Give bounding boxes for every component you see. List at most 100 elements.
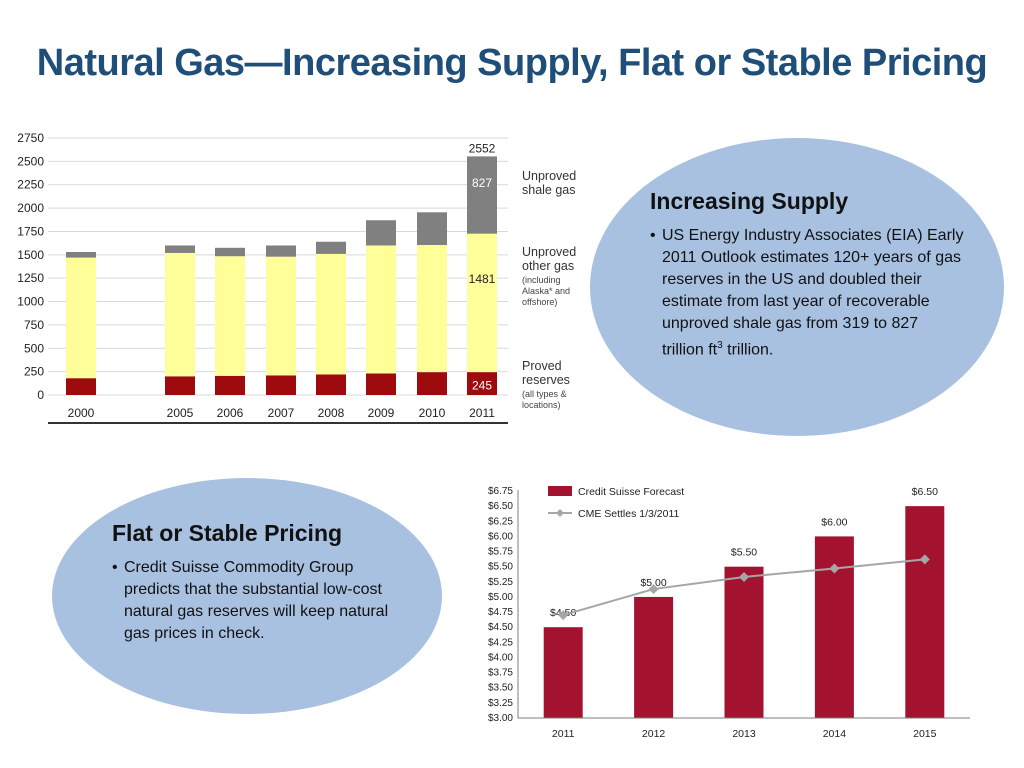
- reserves-y-tick-label: 1500: [17, 248, 44, 262]
- proved-reserves-bar: [316, 374, 346, 395]
- price-chart: $3.00 $3.25 $3.50 $3.75 $4.00 $4.25 $4.50 $4.75…: [488, 486, 970, 740]
- forecast-value-label: $6.00: [821, 516, 847, 528]
- reserves-y-tick-label: 250: [24, 365, 44, 379]
- reserves-legend-note: offshore): [522, 297, 557, 307]
- reserves-legend-label: other gas: [522, 259, 574, 273]
- reserves-y-tick-label: 2250: [17, 178, 44, 192]
- cme-settles-point: [739, 571, 749, 582]
- price-x-tick-label: 2013: [732, 728, 756, 740]
- price-y-tick-label: $5.50: [488, 562, 513, 573]
- reserves-x-tick-label: 2005: [167, 406, 194, 420]
- price-y-tick-label: $4.00: [488, 652, 513, 663]
- reserves-total-label: 2552: [469, 141, 496, 155]
- proved-reserves-bar: [165, 376, 195, 395]
- increasing-supply-heading: Increasing Supply: [650, 188, 849, 214]
- bullet-dot-icon: •: [650, 227, 656, 244]
- increasing-supply-bubble: Increasing Supply • US Energy Industry As…: [590, 138, 1004, 436]
- proved-reserves-bar: [266, 375, 296, 395]
- proved-reserves-bar: [366, 373, 396, 395]
- proved-reserves-bar: [467, 372, 497, 395]
- reserves-legend-note: locations): [522, 400, 561, 410]
- price-y-tick-label: $3.75: [488, 668, 513, 679]
- unproved-other-gas-bar: [266, 256, 296, 376]
- increasing-supply-text-end: trillion.: [722, 341, 774, 359]
- unproved-shale-gas-bar: [266, 245, 296, 257]
- price-y-tick-label: $6.25: [488, 516, 513, 527]
- increasing-supply-text: US Energy Industry Associates (EIA) Earl…: [662, 227, 964, 359]
- reserves-legend-note: (all types &: [522, 389, 567, 399]
- unproved-other-gas-bar: [417, 245, 447, 373]
- reserves-legend-label: reserves: [522, 373, 570, 387]
- credit-suisse-forecast-bar: [905, 506, 945, 718]
- reserves-x-tick-label: 2011: [469, 406, 495, 420]
- credit-suisse-forecast-legend-swatch: [548, 486, 572, 496]
- unproved-shale-gas-bar: [316, 241, 346, 254]
- cme-settles-legend-label: CME Settles 1/3/2011: [578, 508, 680, 520]
- slide-title: Natural Gas—Increasing Supply, Flat or S…: [36, 42, 988, 84]
- proved-reserves-bar: [417, 372, 447, 395]
- cme-settles-legend-marker: [556, 509, 564, 517]
- credit-suisse-forecast-bar: [634, 596, 674, 718]
- reserves-legend-label: Unproved: [522, 245, 576, 259]
- unproved-shale-gas-bar: [366, 220, 396, 246]
- reserves-y-tick-label: 2750: [17, 131, 44, 145]
- cme-settles-point: [558, 610, 569, 621]
- unproved-shale-gas-bar: [417, 212, 447, 246]
- unproved-other-gas-bar: [66, 257, 96, 379]
- unproved-other-gas-bar: [366, 245, 396, 374]
- cme-settles-point: [919, 554, 930, 565]
- credit-suisse-forecast-legend-label: Credit Suisse Forecast: [578, 486, 684, 498]
- reserves-y-tick-label: 2000: [17, 201, 44, 215]
- price-y-tick-label: $5.75: [488, 547, 513, 558]
- reserves-y-tick-label: 2500: [17, 154, 44, 168]
- stable-pricing-heading: Flat or Stable Pricing: [112, 520, 343, 546]
- increasing-supply-bullet: • US Energy Industry Associates (EIA) Ear…: [650, 225, 964, 361]
- price-y-tick-label: $4.50: [488, 622, 513, 633]
- unproved-shale-gas-bar: [467, 156, 497, 234]
- price-x-tick-label: 2012: [642, 728, 666, 740]
- unproved-other-gas-bar: [215, 256, 245, 376]
- stable-pricing-text: Credit Suisse Commodity Group predicts t…: [124, 559, 389, 642]
- reserves-y-tick-label: 750: [24, 318, 44, 332]
- forecast-value-label: $5.50: [731, 547, 757, 559]
- reserves-legend-label: Proved: [522, 359, 562, 373]
- price-y-tick-label: $6.50: [488, 501, 513, 512]
- unproved-other-gas-bar: [467, 233, 497, 373]
- unproved-shale-gas-bar: [66, 252, 96, 258]
- reserves-y-tick-label: 1000: [17, 295, 44, 309]
- reserves-x-tick-label: 2009: [368, 406, 395, 420]
- price-y-tick-label: $6.75: [488, 486, 513, 497]
- reserves-legend-label: Unproved: [522, 169, 576, 183]
- forecast-value-label: $5.00: [640, 577, 666, 589]
- forecast-value-label: $6.50: [912, 486, 938, 498]
- reserves-y-tick-label: 1750: [17, 224, 44, 238]
- credit-suisse-forecast-bar: [543, 627, 583, 718]
- cubic-superscript: 3: [717, 340, 723, 351]
- price-x-tick-label: 2015: [913, 728, 937, 740]
- reserves-legend-note: Alaska* and: [522, 286, 570, 296]
- price-x-tick-label: 2011: [552, 728, 575, 740]
- proved-reserves-bar: [66, 378, 96, 395]
- cme-settles-point: [648, 584, 659, 595]
- price-y-tick-label: $4.75: [488, 607, 513, 618]
- reserves-x-tick-label: 2008: [318, 406, 345, 420]
- unproved-other-gas-bar: [316, 253, 346, 375]
- price-y-tick-label: $3.50: [488, 683, 513, 694]
- price-y-tick-label: $4.25: [488, 637, 513, 648]
- price-y-tick-label: $3.25: [488, 698, 513, 709]
- reserves-y-tick-label: 500: [24, 341, 44, 355]
- unproved-shale-gas-bar: [215, 247, 245, 257]
- reserves-legend-label: shale gas: [522, 183, 576, 197]
- reserves-shale-label: 827: [472, 176, 492, 190]
- reserves-other-label: 1481: [469, 272, 496, 286]
- reserves-y-tick-label: 1250: [17, 271, 44, 285]
- stable-pricing-bullet: • Credit Suisse Commodity Group predicts …: [112, 557, 392, 645]
- price-x-tick-label: 2014: [823, 728, 847, 740]
- unproved-shale-gas-bar: [165, 245, 195, 253]
- price-y-tick-label: $5.00: [488, 592, 513, 603]
- unproved-other-gas-bar: [165, 252, 195, 377]
- reserves-proved-label: 245: [472, 379, 492, 393]
- price-y-tick-label: $5.25: [488, 577, 513, 588]
- reserves-x-tick-label: 2000: [68, 406, 95, 420]
- price-y-tick-label: $6.00: [488, 531, 513, 542]
